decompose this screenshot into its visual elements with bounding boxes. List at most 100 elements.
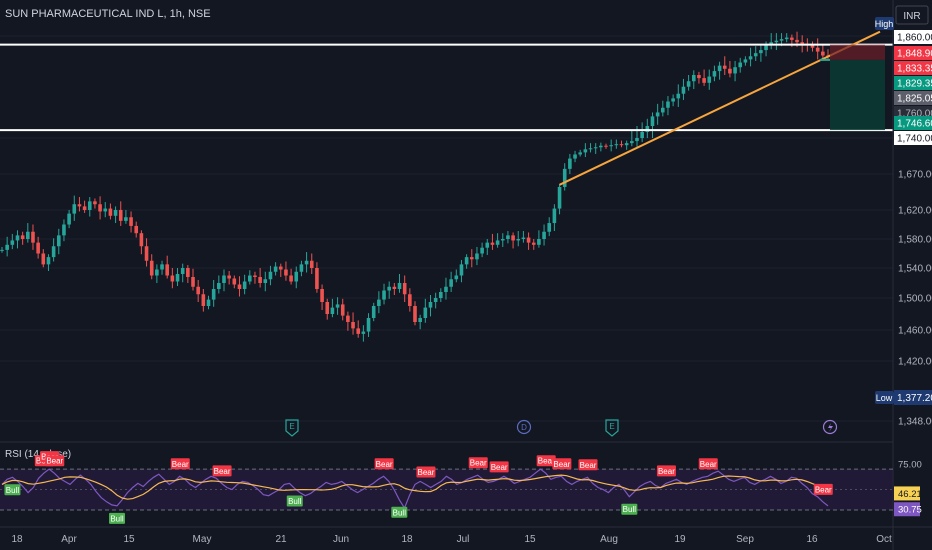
bull-tag [109, 512, 126, 524]
candle-body [31, 231, 35, 243]
time-tick-label: Apr [61, 534, 77, 545]
candle-body [56, 235, 61, 247]
candle-body [686, 81, 691, 87]
candle-body [253, 275, 257, 277]
main-pane[interactable] [0, 30, 893, 342]
candle-body [160, 264, 164, 270]
candle-body [222, 275, 226, 283]
stop-zone[interactable] [830, 44, 885, 60]
candle-body [593, 147, 598, 149]
candle-body [500, 239, 505, 241]
candle-body [790, 37, 794, 40]
candle-body [728, 68, 732, 74]
rsi-title: RSI (14, close) [5, 449, 71, 460]
rsi-axis: 75.00 46.21 30.75 [894, 460, 922, 517]
candle-body [26, 231, 30, 239]
candle-body [609, 145, 613, 147]
candle-body [511, 235, 515, 241]
candle-body [113, 210, 118, 216]
bear-tag-label: Bear [376, 460, 393, 469]
candle-body [299, 264, 304, 272]
bear-tag [813, 483, 833, 495]
candle-body [191, 277, 195, 287]
bear-tag-label: Bear [46, 457, 63, 466]
candle-body [733, 67, 737, 74]
candle-body [304, 260, 309, 265]
candle-body [320, 289, 324, 302]
candle-body [258, 277, 262, 283]
bear-tag [45, 455, 65, 467]
candle-body [382, 290, 386, 300]
candle-body [232, 278, 237, 285]
time-tick-label: Jun [333, 534, 349, 545]
candle-body [526, 237, 531, 243]
candle-body [774, 40, 779, 43]
candle-body [506, 235, 510, 239]
candle-body [588, 148, 593, 150]
candle-body [413, 306, 417, 322]
price-tag [894, 30, 932, 44]
candle-body [15, 235, 20, 241]
low-marker: Low [875, 391, 894, 404]
bear-tag-label: Bear [700, 460, 717, 469]
time-tick-label: Jul [457, 534, 470, 545]
svg-text:E: E [289, 422, 294, 431]
candle-body [707, 76, 712, 83]
earnings-icon[interactable]: E [605, 419, 619, 437]
candle-body [242, 281, 247, 289]
candle-body [784, 37, 789, 40]
candle-body [263, 279, 268, 283]
candle-body [82, 206, 87, 210]
time-tick-label: Sep [736, 534, 754, 545]
candle-body [697, 75, 701, 79]
candle-body [661, 107, 665, 113]
candle-body [800, 42, 804, 44]
candle-body [459, 264, 464, 276]
candle-body [547, 223, 552, 232]
candle-body [294, 271, 299, 282]
time-tick-label: 16 [806, 534, 818, 545]
candle-body [635, 138, 639, 142]
candle-body [201, 294, 206, 306]
price-tag-label: 1,760.00 [897, 109, 932, 120]
candle-body [614, 144, 619, 146]
candle-body [428, 302, 433, 308]
bear-tag [489, 461, 509, 473]
time-tick-label: 18 [401, 534, 413, 545]
candle-body [134, 225, 139, 234]
bear-tag [698, 458, 718, 470]
bear-tag [212, 465, 232, 477]
rsi-value-tag [894, 502, 920, 517]
lightning-icon[interactable] [822, 419, 838, 435]
candle-body [650, 116, 655, 126]
bear-tag [416, 466, 436, 478]
candle-body [72, 204, 77, 214]
candle-body [624, 143, 629, 146]
price-tick-label: 1,670.00 [898, 170, 932, 181]
candle-body [165, 264, 169, 276]
price-tick-label: 1,420.00 [898, 357, 932, 368]
dividend-icon[interactable]: D [516, 419, 532, 435]
currency-button[interactable] [895, 5, 929, 25]
bear-tag [374, 458, 394, 470]
svg-text:E: E [609, 422, 614, 431]
bear-tag-label: Bear [580, 461, 597, 470]
candle-body [449, 279, 453, 287]
trendline[interactable] [559, 30, 881, 186]
price-tag [894, 131, 932, 145]
price-tag [894, 76, 932, 90]
time-tick-label: 21 [275, 534, 287, 545]
event-markers[interactable]: E D E [285, 419, 838, 437]
bear-tag-label: Bear [470, 459, 487, 468]
candle-body [351, 322, 355, 329]
time-axis[interactable]: 18 Apr 15 May 21 Jun 18 Jul 15 Aug 19 Sep 16 Oct [11, 534, 892, 545]
target-zone[interactable] [830, 59, 885, 131]
price-tick-label: 1,348.00 [898, 417, 932, 428]
bear-tag-label: Bear [214, 467, 231, 476]
candle-body [743, 59, 748, 63]
earnings-icon[interactable]: E [285, 419, 299, 437]
candle-body [284, 269, 288, 276]
candle-body [397, 283, 402, 289]
candle-body [671, 98, 675, 102]
